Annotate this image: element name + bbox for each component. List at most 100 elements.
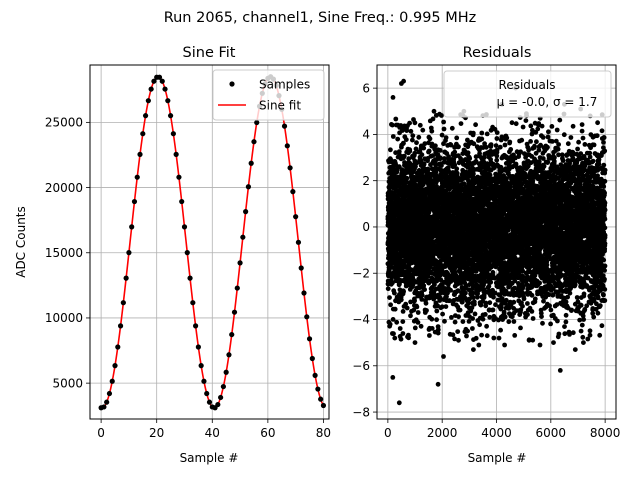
residual-point <box>454 135 460 141</box>
residual-point <box>484 333 490 339</box>
residual-point <box>470 316 475 321</box>
residual-point <box>473 335 479 341</box>
residual-point <box>479 130 485 136</box>
sine-fit-y-tick-label: 20000 <box>45 181 83 195</box>
residual-point <box>452 319 458 325</box>
sine-fit-x-tick-label: 80 <box>316 426 331 440</box>
sample-point <box>167 113 174 119</box>
residual-point <box>414 304 420 310</box>
residual-point <box>472 311 478 317</box>
residual-point <box>456 144 461 150</box>
sine-fit-y-tick-label: 15000 <box>45 246 83 260</box>
residual-point <box>423 300 429 306</box>
residual-point <box>401 153 407 159</box>
residual-point <box>394 168 400 174</box>
residual-point <box>487 172 493 178</box>
residual-point <box>471 171 476 177</box>
sample-point <box>156 74 163 80</box>
sample-point <box>306 336 313 342</box>
residual-point <box>388 302 393 308</box>
sample-point <box>120 300 126 306</box>
sample-point <box>181 224 188 230</box>
residual-point <box>404 305 410 311</box>
residual-point <box>392 335 398 341</box>
residual-point <box>422 287 427 292</box>
residual-point <box>434 317 439 323</box>
residual-point <box>479 332 484 338</box>
residuals-title: Residuals <box>463 45 532 61</box>
sample-point <box>112 363 118 369</box>
sine-fit-grid <box>90 65 329 419</box>
residual-point <box>472 301 477 307</box>
residual-point <box>410 137 415 143</box>
sample-point <box>290 189 296 195</box>
residual-point <box>429 128 435 134</box>
residual-point <box>401 289 406 294</box>
residual-point <box>408 313 413 319</box>
sample-point <box>251 139 257 145</box>
sine-fit-legend: Samples Sine fit <box>212 69 325 121</box>
residuals-plot-area <box>385 78 608 406</box>
residual-point <box>484 131 490 137</box>
residual-point <box>442 318 447 324</box>
sample-point <box>309 355 315 362</box>
residual-point <box>497 144 503 150</box>
sample-point <box>162 86 168 92</box>
residual-point <box>412 150 418 156</box>
residual-point <box>393 116 399 122</box>
residual-point <box>393 150 398 156</box>
sample-point <box>123 275 129 281</box>
sample-point <box>159 78 165 84</box>
residual-point <box>435 327 441 333</box>
residual-point <box>437 156 443 162</box>
sample-point <box>201 378 207 384</box>
sample-point <box>245 184 252 190</box>
residual-point <box>425 166 431 172</box>
residual-point <box>388 147 393 153</box>
sample-point <box>142 113 149 119</box>
residual-point <box>455 329 461 334</box>
sine-fit-y-tick-label: 10000 <box>45 311 83 325</box>
residual-point <box>479 136 485 142</box>
residual-point <box>470 295 476 300</box>
residual-point <box>403 137 409 143</box>
residual-point <box>415 320 421 325</box>
residual-point <box>440 311 445 317</box>
sine-fit-x-tick-label: 40 <box>205 426 220 440</box>
residual-point <box>473 122 478 128</box>
residual-point <box>413 146 419 152</box>
sine-fit-ylabel: ADC Counts <box>14 206 28 278</box>
residual-point <box>467 156 473 161</box>
residual-point <box>494 157 500 163</box>
sine-fit-y-tick-label: 5000 <box>52 376 83 390</box>
residual-point <box>498 327 503 333</box>
sine-fit-panel: Sine Fit 0 20 40 60 805000100001500020000250… <box>14 45 331 465</box>
residual-point <box>418 323 424 329</box>
sample-point <box>173 151 179 157</box>
sample-point <box>301 290 307 296</box>
sample-point <box>218 394 224 401</box>
sample-point <box>190 300 196 306</box>
residual-point <box>394 319 400 325</box>
residual-point <box>439 132 445 138</box>
residual-point <box>390 134 396 139</box>
residual-point <box>454 166 460 172</box>
legend-samples-marker <box>229 81 235 87</box>
residual-point <box>391 331 396 337</box>
sample-point <box>287 165 293 171</box>
residual-point <box>392 290 397 296</box>
residual-point <box>460 319 466 324</box>
residual-point <box>448 287 453 293</box>
sample-point <box>223 369 229 375</box>
sample-point <box>248 160 254 166</box>
sample-point <box>198 363 204 369</box>
residual-point <box>400 331 406 336</box>
residual-point <box>406 156 412 162</box>
sine-fit-xlabel: Sample # <box>180 451 239 465</box>
sample-point <box>126 250 132 256</box>
residual-point <box>450 332 456 338</box>
residual-point <box>412 120 418 126</box>
residual-point <box>421 162 427 167</box>
residual-point <box>488 279 494 285</box>
residual-point <box>395 136 401 142</box>
